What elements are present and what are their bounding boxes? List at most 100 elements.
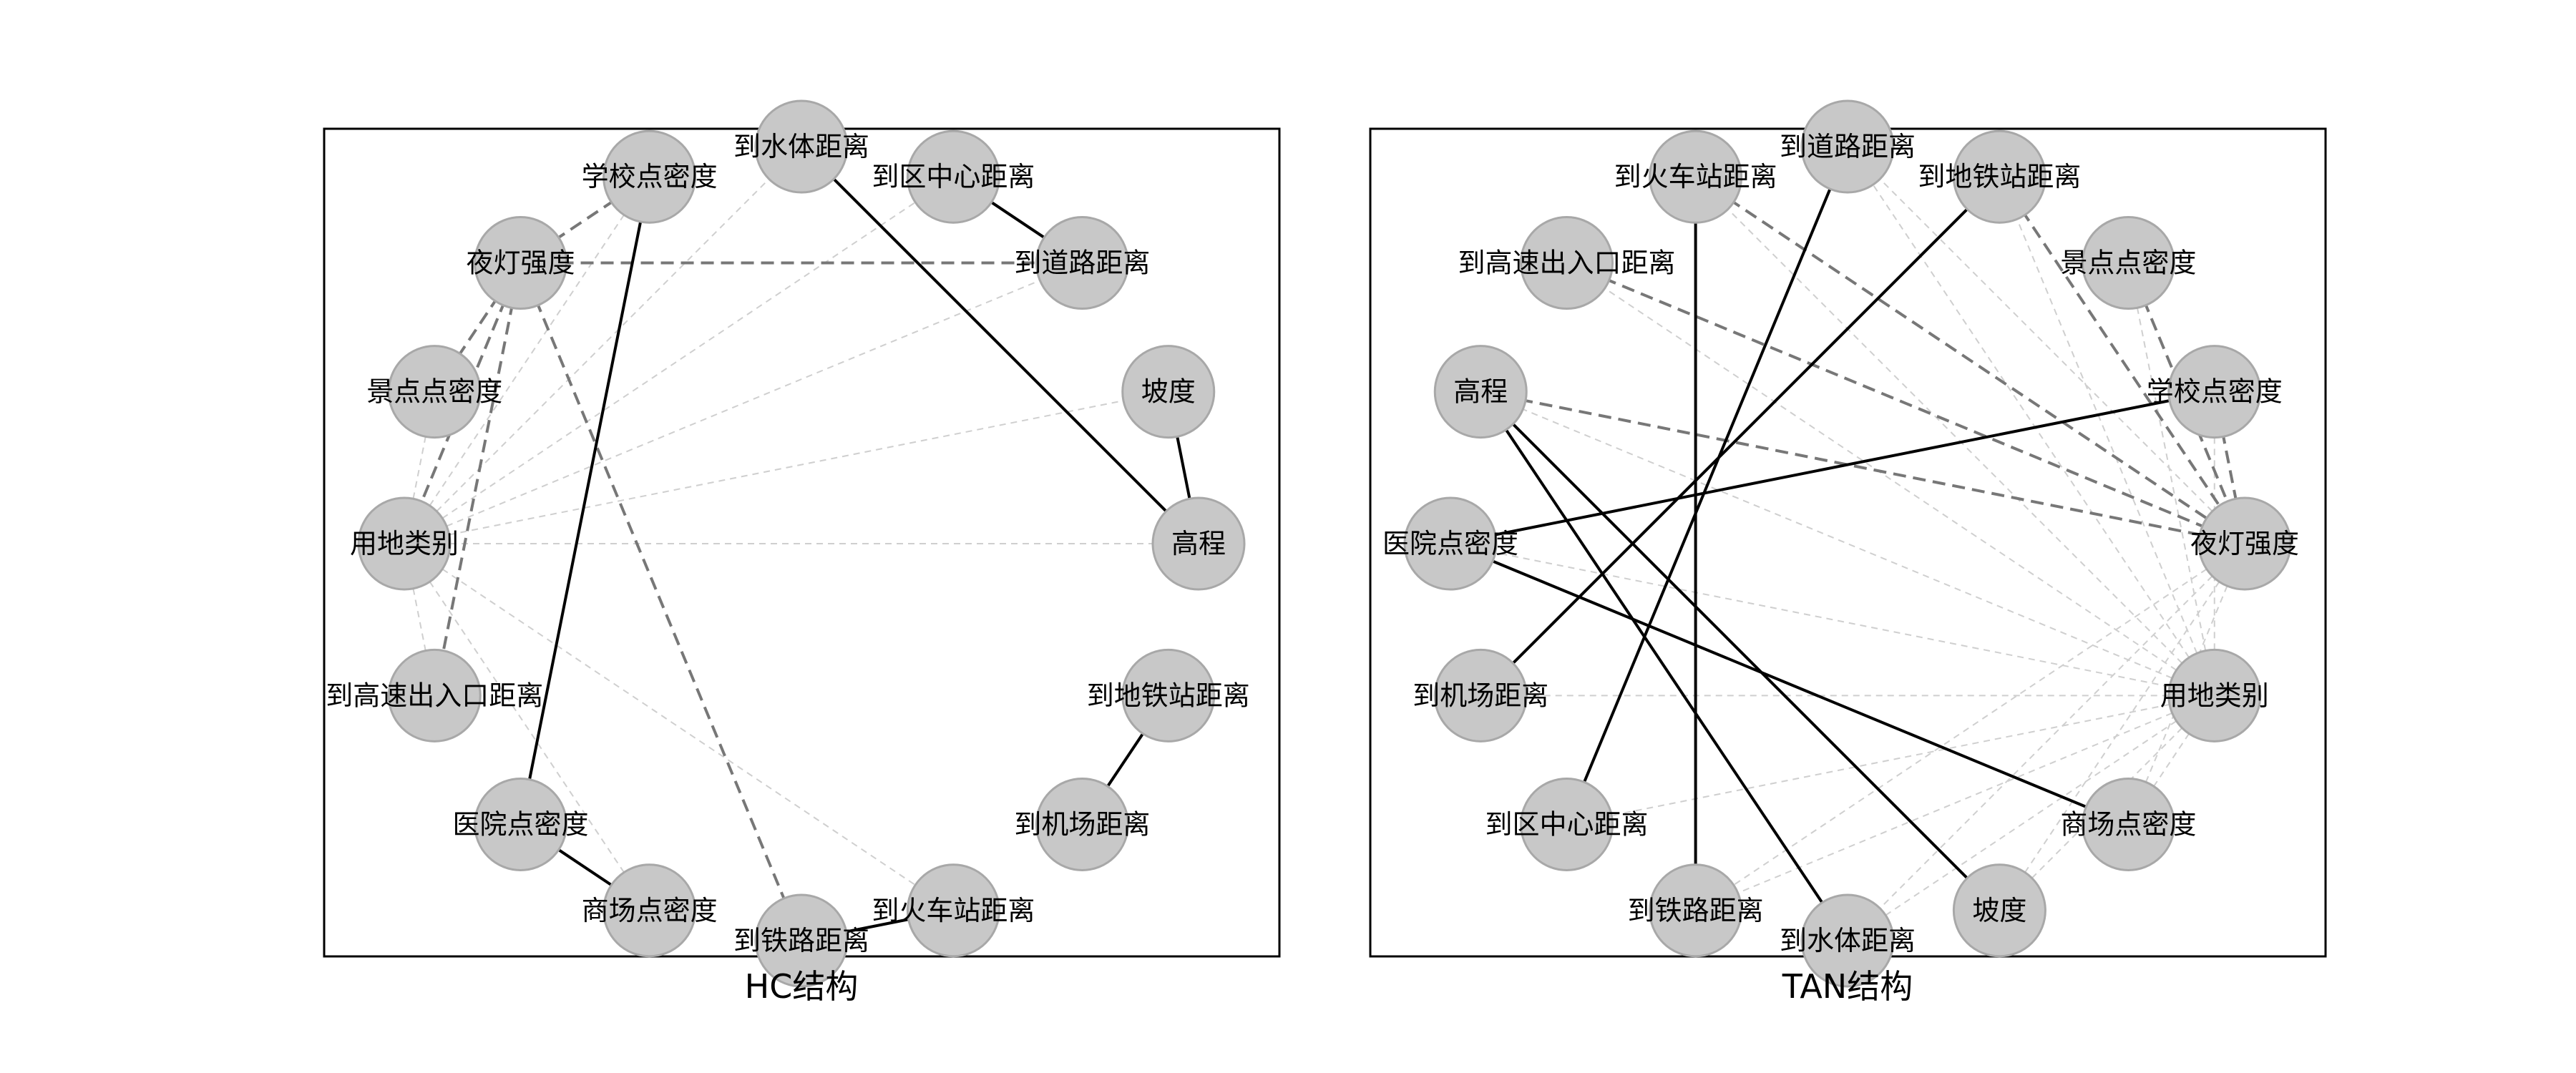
tan-edge [1566,261,2245,545]
tan-node: 商场点密度 [2060,777,2196,871]
tan-edge [1999,543,2245,911]
hc-nodes: 到水体距离到区中心距离到道路距离坡度高程到地铁站距离到机场距离到火车站距离到铁路… [326,99,1250,988]
hc-node: 到火车站距离 [872,863,1035,958]
tan-edge [1450,390,2215,545]
hc-node-label: 到水体距离 [733,131,869,162]
tan-node-circle [1433,345,1528,439]
tan-node-circle [2167,648,2262,743]
hc-node: 到道路距离 [1014,216,1150,310]
hc-node: 景点点密度 [366,345,502,439]
hc-node-circle [906,863,1000,958]
hc-node-label: 夜灯强度 [467,248,575,279]
tan-edge [1694,175,2246,545]
tan-node-circle [1649,129,1743,224]
hc-node-label: 学校点密度 [582,161,718,192]
hc-node-circle [754,893,849,988]
tan-node-label: 用地类别 [2160,680,2269,711]
tan-node-label: 到高速出入口距离 [1458,248,1676,279]
hc-edge [404,543,954,911]
hc-edge [519,262,803,941]
hc-node: 医院点密度 [453,777,589,871]
hc-node-label: 到高速出入口距离 [326,680,543,711]
hc-node-label: 到地铁站距离 [1087,680,1250,711]
hc-node: 坡度 [1121,345,1216,439]
hc-node-label: 景点点密度 [366,376,502,408]
tan-node-label: 到火车站距离 [1614,161,1777,192]
hc-node-label: 到区中心距离 [872,161,1035,192]
hc-node: 用地类别 [350,496,459,591]
panel-hc: 到水体距离到区中心距离到道路距离坡度高程到地铁站距离到机场距离到火车站距离到铁路… [323,99,1281,1006]
tan-node: 到地铁站距离 [1918,129,2081,224]
tan-node-circle [2197,496,2292,591]
hc-node-circle [474,777,568,871]
hc-node-circle [1035,216,1129,310]
tan-edge [2127,263,2215,696]
tan-edge [1847,695,2215,941]
tan-node: 到区中心距离 [1485,777,1649,871]
hc-node-label: 到道路距离 [1014,248,1150,279]
hc-edge [404,543,650,911]
hc-node: 到区中心距离 [872,129,1035,224]
hc-edge [404,262,1083,544]
tan-node-circle [1433,648,1528,743]
hc-node-label: 商场点密度 [582,895,718,926]
hc-node: 高程 [1151,496,1246,591]
hc-node-circle [387,345,482,439]
hc-node-label: 高程 [1171,528,1226,559]
tan-node-circle [1952,129,2046,224]
tan-node-label: 到道路距离 [1780,131,1916,162]
tan-node-circle [1800,893,1895,988]
hc-node: 到水体距离 [733,99,869,194]
hc-edge [404,391,1169,544]
hc-edge [433,263,522,696]
tan-node-label: 商场点密度 [2060,808,2196,840]
hc-node-circle [754,99,849,194]
hc-node-label: 到机场距离 [1014,808,1150,840]
hc-node: 夜灯强度 [467,216,575,310]
hc-node: 到高速出入口距离 [326,648,543,743]
tan-edge [1479,391,2001,912]
tan-edge [1998,176,2246,545]
hc-node: 学校点密度 [582,129,718,224]
hc-node-label: 用地类别 [350,528,459,559]
tan-edge [1479,175,2001,697]
tan-node: 景点点密度 [2060,216,2196,310]
tan-node: 到高速出入口距离 [1458,216,1676,310]
tan-edge [1565,146,1849,825]
tan-node-label: 到区中心距离 [1485,808,1649,840]
hc-edge [519,176,651,825]
tan-node: 用地类别 [2160,648,2269,743]
tan-node-label: 坡度 [1972,895,2026,926]
hc-edge [800,145,1200,545]
tan-edge [1847,543,2245,941]
tan-node-label: 到地铁站距离 [1918,161,2081,192]
tan-node-circle [1403,496,1498,591]
tan-node: 高程 [1433,345,1528,439]
tan-edge [1450,542,2129,826]
tan-node-circle [1952,863,2046,958]
tan-node-label: 学校点密度 [2147,376,2283,408]
tan-node-label: 医院点密度 [1382,528,1518,559]
hc-node-circle [1121,648,1216,743]
tan-node: 学校点密度 [2147,345,2283,439]
hc-node: 到地铁站距离 [1087,648,1250,743]
hc-node-label: 坡度 [1141,376,1196,408]
hc-node-circle [906,129,1000,224]
hc-edge [404,146,802,544]
tan-node: 夜灯强度 [2190,496,2299,591]
tan-node-circle [1800,99,1895,194]
tan-edge [1566,262,2215,697]
tan-edge [1694,176,2215,697]
hc-node-circle [1151,496,1246,591]
tan-edge [1450,543,2215,697]
tan-edge [1480,390,2245,545]
hc-node-circle [357,496,452,591]
tan-node-label: 景点点密度 [2060,248,2196,279]
tan-node-circle [1520,777,1614,871]
tan-node-circle [1649,863,1743,958]
tan-caption: TAN结构 [1782,967,1913,1006]
hc-edge [404,176,650,544]
hc-node-circle [1035,777,1129,871]
tan-node: 到道路距离 [1780,99,1916,194]
tan-edge [1479,391,1849,942]
